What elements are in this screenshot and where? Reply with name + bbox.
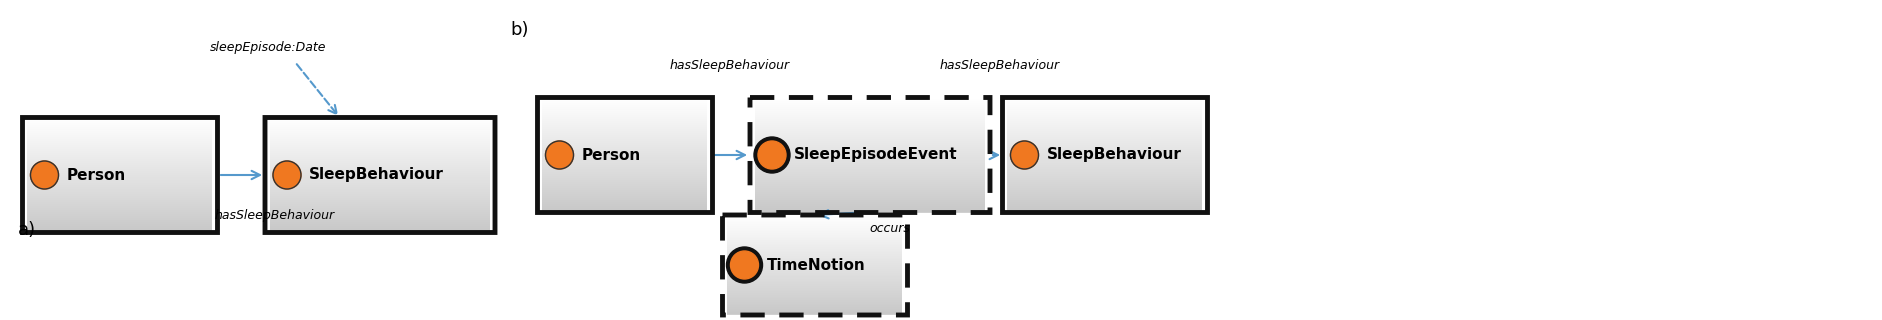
Circle shape (546, 141, 574, 169)
Text: a): a) (19, 221, 36, 239)
Text: TimeNotion: TimeNotion (766, 258, 866, 273)
Text: hasSleepBehaviour: hasSleepBehaviour (215, 209, 335, 221)
Text: Person: Person (582, 148, 640, 163)
Text: hasSleepBehaviour: hasSleepBehaviour (670, 59, 790, 71)
Text: SleepBehaviour: SleepBehaviour (309, 167, 444, 182)
Circle shape (755, 137, 790, 173)
Text: SleepEpisodeEvent: SleepEpisodeEvent (794, 148, 958, 163)
Text: SleepBehaviour: SleepBehaviour (1046, 148, 1182, 163)
Text: occurs: occurs (869, 221, 911, 235)
Circle shape (1011, 141, 1039, 169)
Circle shape (726, 247, 762, 283)
Text: sleepEpisode:Date: sleepEpisode:Date (209, 42, 326, 54)
Text: hasSleepBehaviour: hasSleepBehaviour (939, 59, 1060, 71)
Circle shape (30, 161, 58, 189)
Circle shape (730, 251, 758, 279)
Circle shape (758, 141, 787, 169)
Text: Person: Person (66, 167, 126, 182)
Circle shape (273, 161, 301, 189)
Text: b): b) (510, 21, 529, 39)
